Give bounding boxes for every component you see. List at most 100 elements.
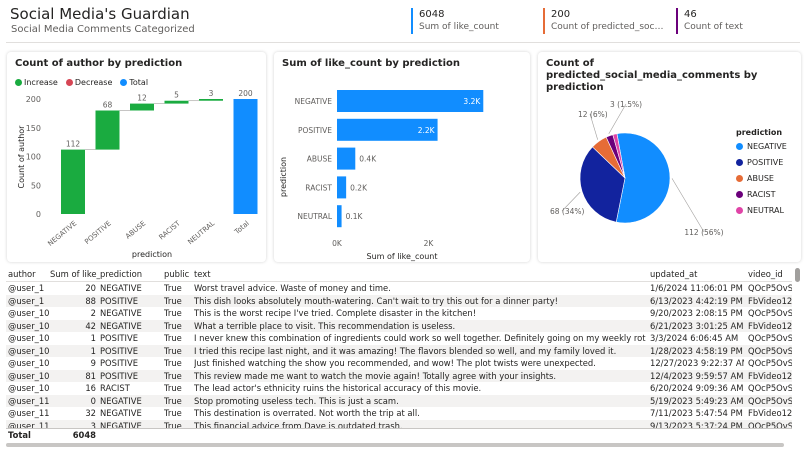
table-row[interactable]: @user_10 9 POSITIVE True Just finished watch… — [6, 357, 792, 370]
kpi-label: Count of text — [684, 22, 743, 32]
y-tick-label: 0 — [36, 210, 41, 219]
data-table[interactable]: author Sum of like_count prediction publ… — [6, 266, 792, 428]
pie-leader-line — [589, 113, 598, 140]
pie-legend-item[interactable]: NEUTRAL — [736, 205, 787, 221]
pie-chart-card[interactable]: Count of predicted_social_media_comments… — [538, 52, 801, 262]
table-row[interactable]: @user_10 2 NEGATIVE True This is the worst r… — [6, 307, 792, 320]
cell-updated-at: 6/13/2023 4:42:19 PM — [650, 295, 743, 306]
table-row[interactable]: @user_11 32 NEGATIVE True This destination i… — [6, 407, 792, 420]
cell-author: @user_1 — [8, 295, 45, 306]
y-tick-label: 50 — [31, 181, 41, 190]
table-row[interactable]: @user_10 81 POSITIVE True This review made m… — [6, 369, 792, 382]
table-total-row: Total 6048 — [6, 428, 792, 442]
cell-updated-at: 3/3/2024 6:06:45 AM — [650, 333, 739, 343]
x-axis-label: prediction — [132, 250, 172, 259]
table-horizontal-scrollbar[interactable] — [6, 443, 792, 448]
cell-public: True — [164, 345, 182, 356]
pie-legend-item[interactable]: ABUSE — [736, 173, 787, 189]
table-row[interactable]: @user_1 88 POSITIVE True This dish looks abs… — [6, 294, 792, 307]
pie-data-label: 3 (1.5%) — [610, 100, 642, 109]
legend-dot — [736, 191, 743, 198]
scrollbar-thumb[interactable] — [795, 268, 800, 282]
table-row[interactable]: @user_10 1 POSITIVE True I never knew this c… — [6, 332, 792, 345]
table-vertical-scrollbar[interactable] — [795, 266, 800, 442]
col-header-prediction[interactable]: prediction — [100, 269, 143, 279]
x-tick-label: POSITIVE — [83, 219, 113, 246]
table-row[interactable]: @user_10 42 NEGATIVE True What a terrible pl… — [6, 319, 792, 332]
pie-legend-item[interactable]: RACIST — [736, 189, 787, 205]
cell-like-count: 81 — [85, 370, 96, 381]
cell-updated-at: 5/19/2023 5:49:23 AM — [650, 395, 744, 406]
waterfall-chart-card[interactable]: Count of author by prediction Increase D… — [7, 52, 266, 262]
bar — [337, 147, 356, 170]
legend-dot — [736, 207, 743, 214]
pie-legend: prediction NEGATIVE POSITIVE ABUSE RACIST NE… — [736, 128, 787, 221]
kpi-count-predicted[interactable]: 200 Count of predicted_social_media_comm… — [543, 8, 665, 34]
legend-dot — [736, 175, 743, 182]
cell-public: True — [164, 370, 182, 381]
legend-item-increase[interactable]: Increase — [15, 78, 58, 87]
pie-chart[interactable]: 112 (56%) 68 (34%) 12 (6%)3 (1.5%) — [538, 52, 801, 262]
legend-label: Decrease — [74, 78, 113, 87]
cell-updated-at: 1/28/2023 4:58:19 PM — [650, 345, 743, 356]
cell-author: @user_11 — [8, 408, 50, 418]
total-value: 6048 — [72, 430, 96, 440]
table-row[interactable]: @user_11 3 NEGATIVE True This financial advi… — [6, 419, 792, 428]
waterfall-chart[interactable]: 0 50 100 150 200 Count of author 112 NEGATIVE 68… — [7, 52, 266, 262]
table-row[interactable]: @user_1 20 NEGATIVE True Worst travel advice… — [6, 282, 792, 295]
col-header-like-count[interactable]: Sum of like_count — [50, 269, 100, 279]
kpi-value: 200 — [551, 9, 571, 20]
legend-label: Increase — [24, 78, 58, 87]
table-row[interactable]: @user_10 1 POSITIVE True I tried this recipe… — [6, 344, 792, 357]
cell-video-id: QOcP5OvSwI — [748, 395, 792, 406]
col-header-video-id[interactable]: video_id — [748, 269, 783, 279]
cell-public: True — [164, 395, 182, 406]
legend-label: ABUSE — [747, 174, 774, 183]
cell-text: This is the worst recipe I've tried. Com… — [194, 308, 477, 318]
pie-legend-item[interactable]: POSITIVE — [736, 157, 787, 173]
pie-chart-title: Count of predicted_social_media_comments… — [546, 58, 758, 93]
kpi-count-text[interactable]: 46 Count of text — [676, 8, 786, 34]
y-tick-label: ABUSE — [307, 155, 333, 164]
cell-updated-at: 7/11/2023 5:47:54 PM — [650, 408, 743, 418]
legend-label: NEUTRAL — [747, 206, 784, 215]
pie-slice — [612, 133, 626, 179]
legend-item-decrease[interactable]: Decrease — [65, 78, 113, 87]
cell-video-id: QOcP5OvSwI — [748, 358, 792, 368]
table-row[interactable]: @user_11 0 NEGATIVE True Stop promoting usel… — [6, 394, 792, 407]
x-tick-label: NEGATIVE — [46, 219, 78, 248]
kpi-sum-like-count[interactable]: 6048 Sum of like_count — [411, 8, 529, 34]
kpi-label: Sum of like_count — [419, 22, 499, 32]
pie-legend-item[interactable]: NEGATIVE — [736, 141, 787, 157]
col-header-text[interactable]: text — [194, 269, 211, 279]
data-label: 112 — [66, 140, 81, 149]
cell-prediction: POSITIVE — [100, 345, 139, 356]
pie-data-label: 12 (6%) — [578, 110, 608, 119]
table-header: author Sum of like_count prediction publ… — [6, 266, 792, 282]
y-tick-label: 150 — [26, 124, 41, 133]
legend-item-total[interactable]: Total — [120, 78, 148, 87]
table-row[interactable]: @user_10 16 RACIST True The lead actor's eth… — [6, 382, 792, 395]
col-header-updated-at[interactable]: updated_at — [650, 269, 698, 279]
col-header-author[interactable]: author — [8, 269, 36, 279]
bar-chart-card[interactable]: Sum of like_count by prediction NEGATIVE… — [274, 52, 530, 262]
cell-author: @user_10 — [8, 345, 50, 356]
cell-video-id: QOcP5OvSwI — [748, 283, 792, 293]
page-subtitle: Social Media Comments Categorized — [11, 24, 195, 35]
cell-author: @user_11 — [8, 395, 50, 406]
cell-updated-at: 1/6/2024 11:06:01 PM — [650, 283, 743, 293]
cell-like-count: 1 — [90, 345, 96, 356]
x-tick-label: Total — [232, 219, 250, 236]
bar-chart[interactable]: NEGATIVE 3.2K POSITIVE 2.2K ABUSE 0.4K RACIST 0… — [274, 52, 530, 262]
cell-public: True — [164, 308, 182, 318]
scrollbar-thumb[interactable] — [6, 443, 784, 447]
cell-updated-at: 12/4/2023 9:59:57 AM — [650, 370, 744, 381]
cell-video-id: FbVideo1234 — [748, 295, 792, 306]
cell-prediction: POSITIVE — [100, 358, 139, 368]
cell-prediction: POSITIVE — [100, 370, 139, 381]
cell-author: @user_10 — [8, 383, 50, 393]
cell-video-id: QOcP5OvSwI — [748, 383, 792, 393]
cell-like-count: 20 — [85, 283, 96, 293]
col-header-public[interactable]: public — [164, 269, 190, 279]
legend-label: NEGATIVE — [747, 142, 787, 151]
